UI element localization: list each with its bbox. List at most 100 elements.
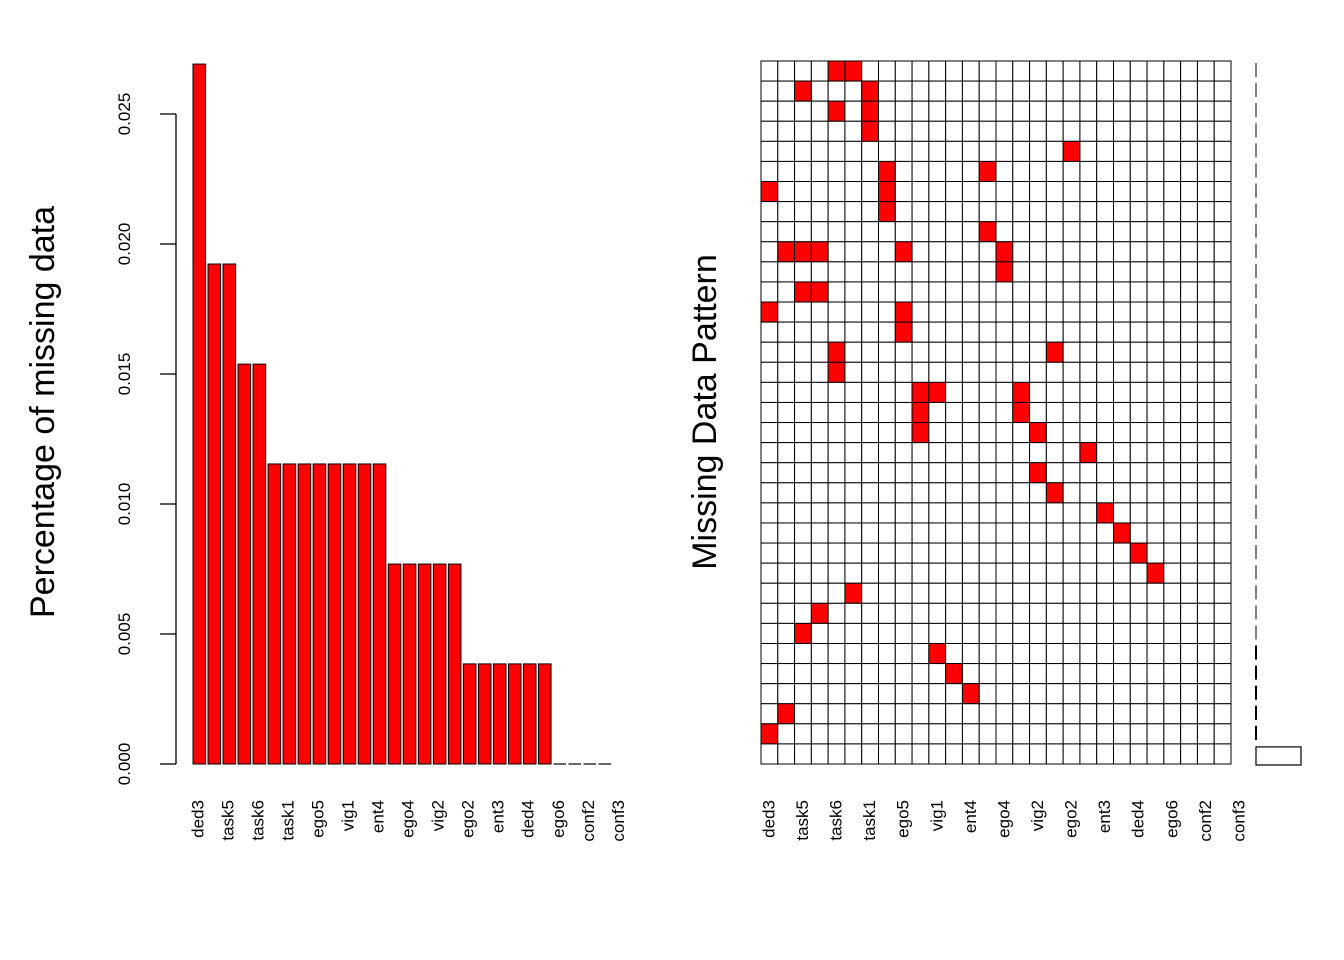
observed-cell [1096, 181, 1114, 203]
observed-cell [760, 743, 779, 765]
observed-cell [1045, 321, 1064, 343]
observed-cell [1146, 80, 1165, 102]
observed-cell [1045, 582, 1064, 604]
missing-cell [844, 60, 863, 82]
observed-cell [911, 261, 930, 283]
pattern-x-tick-label: conf2 [1196, 800, 1215, 842]
observed-cell [1180, 241, 1198, 263]
missing-cell [794, 241, 812, 263]
observed-cell [928, 361, 947, 383]
observed-cell [1029, 703, 1047, 725]
observed-cell [1196, 723, 1215, 745]
observed-cell [844, 422, 863, 444]
observed-cell [945, 281, 963, 303]
observed-cell [978, 341, 997, 363]
observed-cell [760, 321, 779, 343]
bar [372, 463, 387, 765]
observed-cell [978, 321, 997, 343]
missing-cell [1146, 562, 1165, 584]
observed-cell [1045, 201, 1064, 223]
observed-cell [1062, 663, 1081, 685]
observed-cell [978, 602, 997, 624]
observed-cell [1163, 482, 1182, 504]
x-tick-label: ded4 [519, 800, 538, 838]
observed-cell [1096, 401, 1114, 424]
observed-cell [911, 361, 930, 383]
observed-cell [1113, 361, 1131, 383]
observed-cell [1163, 462, 1182, 484]
observed-cell [794, 602, 812, 624]
observed-cell [1146, 181, 1165, 203]
observed-cell [894, 140, 913, 162]
observed-cell [1062, 582, 1081, 604]
observed-cell [928, 80, 947, 102]
observed-cell [810, 562, 829, 584]
observed-cell [777, 140, 796, 162]
pattern-x-tick-label: ego2 [1062, 800, 1081, 838]
observed-cell [945, 602, 963, 624]
observed-cell [978, 683, 997, 705]
observed-cell [945, 522, 963, 544]
observed-cell [1196, 622, 1215, 644]
observed-cell [844, 663, 863, 685]
observed-cell [1079, 462, 1098, 484]
observed-cell [961, 422, 980, 444]
observed-cell [978, 462, 997, 484]
observed-cell [894, 522, 913, 544]
observed-cell [1062, 622, 1081, 644]
observed-cell [827, 261, 846, 283]
observed-cell [945, 502, 963, 524]
observed-cell [911, 160, 930, 183]
observed-cell [978, 562, 997, 584]
observed-cell [961, 80, 980, 102]
observed-cell [1029, 442, 1047, 464]
observed-cell [760, 703, 779, 725]
observed-cell [1113, 442, 1131, 464]
observed-cell [777, 522, 796, 544]
observed-cell [1029, 482, 1047, 504]
observed-cell [1079, 663, 1098, 685]
observed-cell [1113, 502, 1131, 524]
observed-cell [1113, 201, 1131, 223]
observed-cell [1180, 582, 1198, 604]
observed-cell [827, 482, 846, 504]
observed-cell [1180, 542, 1198, 564]
pattern-frequency-bar [1255, 746, 1302, 766]
observed-cell [1045, 502, 1064, 524]
observed-cell [1146, 522, 1165, 544]
observed-cell [1045, 522, 1064, 544]
observed-cell [878, 381, 896, 403]
observed-cell [1029, 502, 1047, 524]
observed-cell [945, 723, 963, 745]
observed-cell [1096, 642, 1114, 665]
observed-cell [1196, 401, 1215, 424]
observed-cell [911, 663, 930, 685]
observed-cell [827, 442, 846, 464]
observed-cell [894, 80, 913, 102]
observed-cell [1213, 562, 1232, 584]
x-tick-label: vig2 [429, 800, 448, 831]
observed-cell [1163, 642, 1182, 665]
observed-cell [1012, 502, 1031, 524]
observed-cell [911, 723, 930, 745]
observed-cell [878, 422, 896, 444]
observed-cell [1045, 361, 1064, 383]
observed-cell [1213, 201, 1232, 223]
observed-cell [995, 542, 1014, 564]
missing-cell [1113, 522, 1131, 544]
observed-cell [1096, 120, 1114, 142]
observed-cell [1129, 602, 1148, 624]
observed-cell [961, 582, 980, 604]
observed-cell [1012, 100, 1031, 122]
observed-cell [878, 622, 896, 644]
observed-cell [1079, 381, 1098, 403]
observed-cell [1163, 703, 1182, 725]
observed-cell [894, 261, 913, 283]
observed-cell [1180, 301, 1198, 323]
missing-cell [1079, 442, 1098, 464]
observed-cell [1012, 683, 1031, 705]
observed-cell [861, 602, 880, 624]
observed-cell [1079, 201, 1098, 223]
observed-cell [1012, 562, 1031, 584]
observed-cell [760, 381, 779, 403]
